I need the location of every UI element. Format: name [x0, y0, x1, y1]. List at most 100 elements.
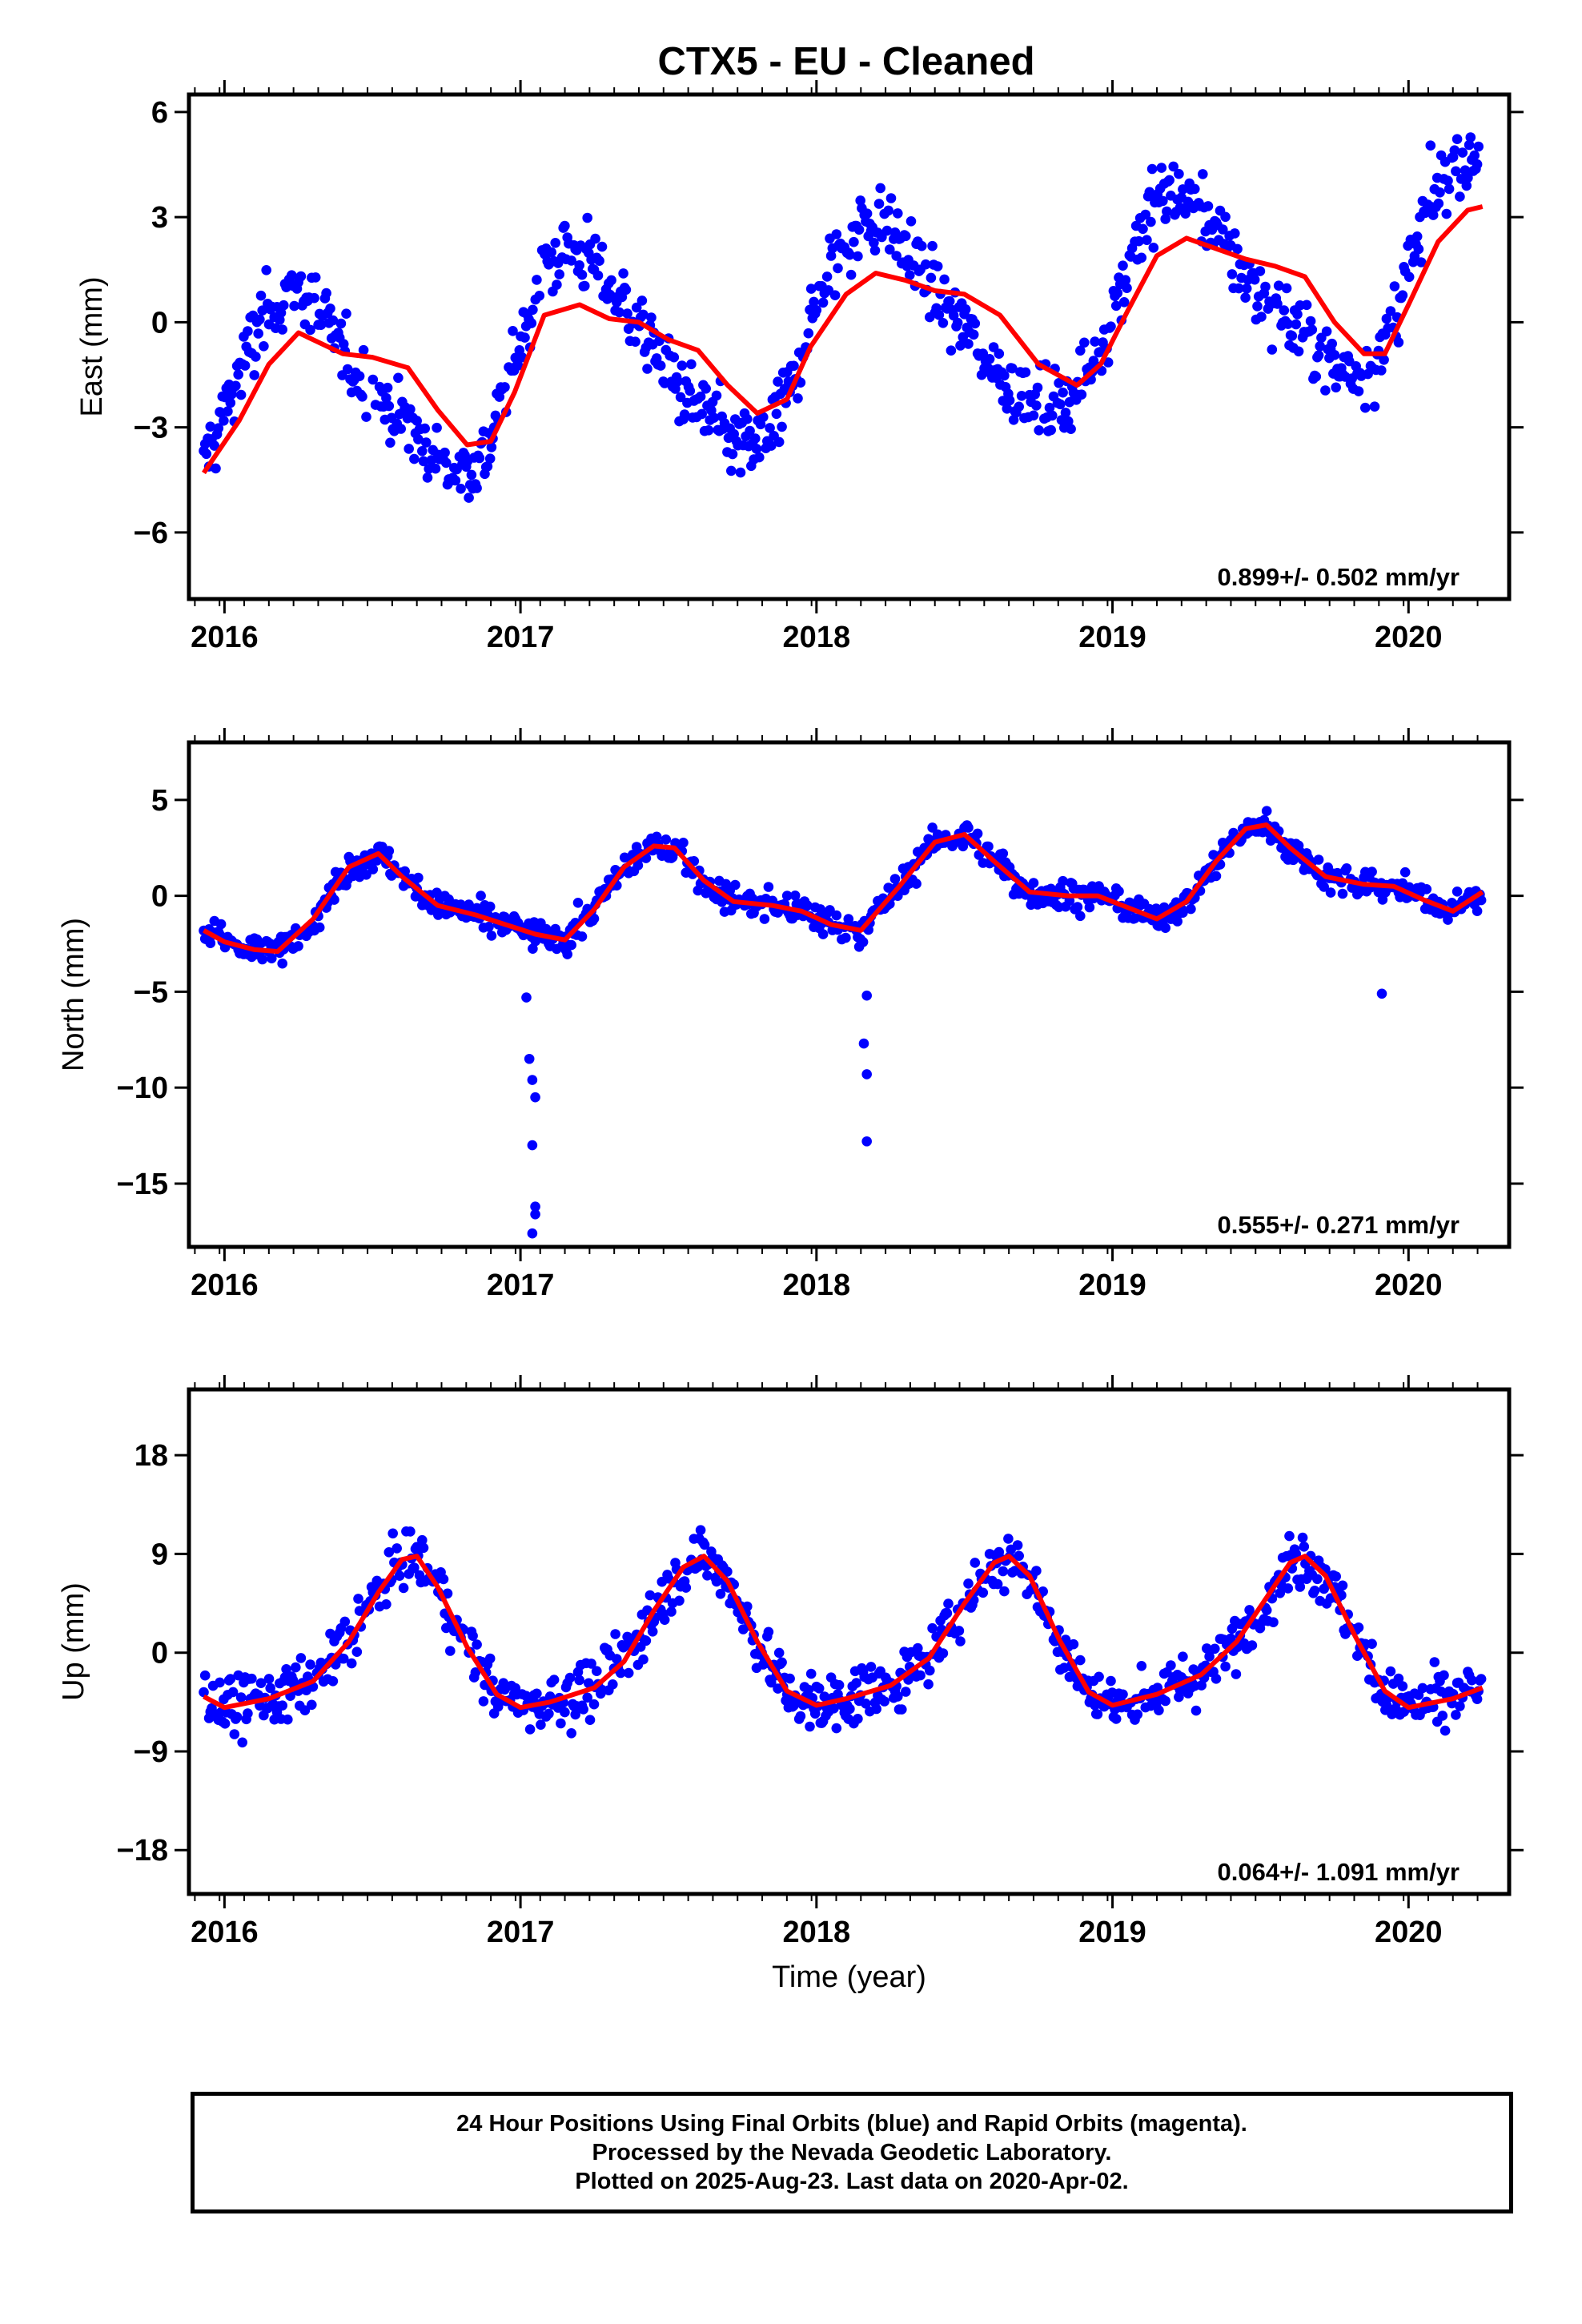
data-point: [520, 332, 530, 343]
data-point: [693, 1562, 704, 1572]
data-point: [1028, 878, 1039, 888]
data-point: [1166, 1660, 1176, 1671]
data-point: [891, 251, 901, 261]
data-point: [927, 1622, 938, 1634]
data-point: [205, 938, 216, 948]
data-point: [548, 1675, 560, 1685]
data-point: [845, 249, 855, 260]
data-point: [1360, 402, 1371, 413]
y-tick-label: 18: [135, 1439, 168, 1473]
data-point: [915, 1670, 926, 1681]
data-point: [321, 287, 331, 299]
x-tick-label: 2019: [1078, 1916, 1146, 1949]
data-point: [938, 1648, 949, 1659]
footer-line-3: Plotted on 2025-Aug-23. Last data on 202…: [575, 2169, 1129, 2194]
data-point: [309, 292, 319, 304]
data-point: [1341, 863, 1352, 874]
data-point: [998, 1566, 1009, 1577]
data-point: [630, 336, 640, 348]
data-point: [1075, 1655, 1086, 1666]
data-point: [1231, 1669, 1242, 1679]
data-point: [394, 1570, 405, 1581]
data-point: [251, 352, 261, 362]
data-point: [1118, 260, 1128, 271]
data-point: [466, 469, 477, 480]
data-point: [851, 1678, 861, 1688]
data-point: [789, 891, 801, 901]
data-point: [1046, 424, 1056, 436]
data-point: [853, 251, 863, 262]
data-point: [1118, 1689, 1128, 1700]
data-point: [456, 484, 466, 494]
data-point: [763, 1626, 774, 1638]
data-point: [722, 1566, 733, 1577]
data-point: [464, 899, 474, 910]
data-point: [1473, 141, 1484, 152]
x-tick-label: 2016: [191, 1269, 259, 1302]
data-point: [1031, 400, 1042, 411]
data-point: [754, 452, 765, 463]
data-point: [701, 384, 711, 394]
data-point: [1415, 257, 1427, 267]
data-point: [227, 1687, 239, 1698]
data-point: [576, 931, 588, 942]
data-point: [445, 1646, 456, 1656]
data-point: [905, 270, 915, 280]
data-point: [1134, 235, 1144, 247]
data-point: [592, 270, 604, 281]
data-point: [963, 822, 974, 833]
data-point: [532, 1688, 542, 1699]
data-point: [612, 1654, 622, 1664]
data-point: [1075, 345, 1086, 356]
data-point: [1232, 243, 1243, 255]
data-point: [811, 305, 822, 316]
data-point: [556, 1718, 566, 1729]
data-point: [1156, 163, 1167, 173]
data-point: [638, 309, 648, 320]
data-point: [853, 224, 865, 235]
data-point: [666, 1606, 677, 1617]
data-point: [1272, 299, 1283, 309]
data-point: [999, 1586, 1010, 1597]
data-point: [1461, 180, 1472, 191]
data-point: [681, 1582, 692, 1593]
data-point: [201, 448, 212, 460]
data-point: [574, 260, 584, 271]
outlier-point: [1376, 988, 1387, 999]
data-point: [404, 444, 414, 454]
data-point: [438, 1574, 449, 1585]
y-tick-label: −3: [134, 412, 168, 445]
footer-box: 24 Hour Positions Using Final Orbits (bl…: [191, 2092, 1513, 2213]
data-point: [305, 324, 315, 336]
data-point: [1403, 271, 1415, 283]
data-point: [934, 310, 945, 320]
data-point: [564, 1672, 576, 1683]
data-point: [1014, 401, 1024, 412]
data-point: [970, 318, 981, 329]
data-point: [1367, 866, 1377, 877]
data-point: [225, 397, 236, 408]
data-point: [281, 1664, 291, 1675]
data-point: [901, 1687, 911, 1697]
data-point: [1275, 1588, 1286, 1598]
data-point: [1443, 183, 1455, 195]
data-point: [952, 317, 963, 328]
data-point: [1114, 886, 1124, 897]
data-point: [777, 421, 787, 432]
data-point: [773, 1647, 785, 1659]
data-point: [1313, 350, 1324, 361]
data-point: [1020, 367, 1031, 378]
data-point: [199, 1670, 211, 1681]
data-point: [1283, 1583, 1294, 1594]
data-point: [381, 1599, 391, 1610]
data-point: [508, 326, 518, 336]
data-point: [588, 913, 600, 924]
data-point: [857, 937, 869, 947]
data-point: [205, 421, 216, 432]
data-point: [550, 238, 560, 248]
data-point: [999, 370, 1010, 381]
data-point: [421, 437, 432, 448]
data-point: [1004, 395, 1015, 406]
data-point: [727, 448, 738, 460]
data-point: [955, 1636, 966, 1647]
